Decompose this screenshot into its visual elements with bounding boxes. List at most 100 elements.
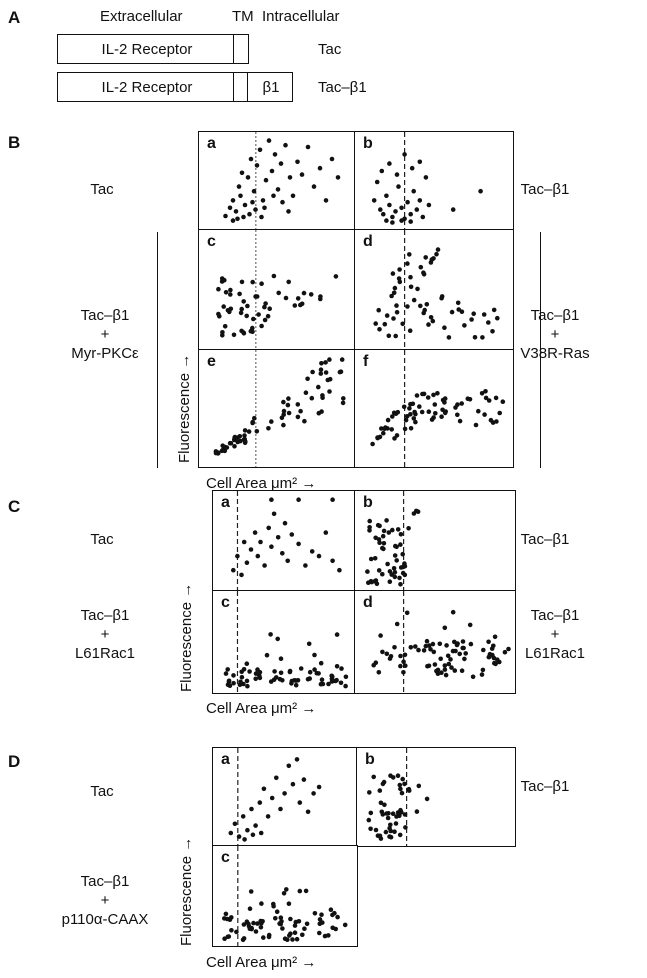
data-point [222,277,227,283]
data-point [262,304,267,310]
data-point [289,532,295,537]
data-point [323,370,329,375]
data-point [273,916,278,921]
data-point [415,286,420,292]
data-point [399,218,404,223]
data-point [390,271,396,276]
data-point [280,199,285,205]
data-point [402,563,408,569]
data-point [493,395,499,401]
data-point [377,788,383,793]
data-point [460,645,465,651]
data-point [376,307,381,313]
data-point [479,391,485,396]
data-point [298,666,304,671]
data-point [222,324,228,329]
data-point [249,806,254,812]
data-point [368,810,374,816]
data-point [374,179,380,185]
data-point [365,569,370,574]
data-point [319,361,324,366]
data-point [442,663,448,668]
data-point [334,664,340,669]
data-point [394,310,400,315]
data-point [272,152,278,157]
data-point [462,323,467,328]
data-point [444,643,449,648]
data-point [404,610,410,616]
data-point [371,662,376,668]
data-point [412,409,417,415]
data-point [239,572,244,578]
data-point [440,407,445,413]
data-point [318,371,324,376]
data-point [393,209,398,214]
data-point [404,414,410,419]
data-point [375,435,380,440]
data-point [305,809,311,815]
panel-c-letter: C [8,497,21,516]
data-point [377,327,382,332]
data-point [398,653,403,659]
data-point [431,256,436,261]
data-point [257,675,263,681]
data-point [306,641,312,647]
data-point [395,527,401,532]
data-point [245,683,250,689]
data-point [439,414,444,419]
data-point [396,184,401,189]
data-point [330,497,335,502]
data-point [397,575,402,581]
data-point [227,309,232,315]
data-point [286,410,292,416]
data-point [329,156,335,162]
tm-box-tac [233,34,249,64]
data-point [316,553,322,559]
data-point [244,661,250,666]
data-point [307,669,313,675]
data-point [295,296,301,301]
data-point [263,301,268,306]
data-point [232,821,238,827]
data-point [282,520,288,526]
data-point [247,211,252,217]
data-point [506,646,511,652]
data-point [335,914,340,920]
data-point [446,335,452,340]
data-point [281,399,286,405]
data-point [247,906,253,911]
data-point [439,670,444,675]
data-point [309,395,315,401]
data-point [253,207,258,212]
data-point [402,781,407,787]
data-point [257,800,263,805]
data-point [239,170,245,176]
data-point [397,267,402,272]
data-point [382,802,387,808]
data-point [316,784,322,790]
data-point [248,889,254,894]
data-point [274,675,279,680]
label-line: + [550,326,560,343]
data-point [443,672,449,678]
data-point [388,834,394,840]
data-point [293,682,299,688]
panel-d-right-top: Tac–β1 [520,778,570,795]
data-point [449,665,454,670]
data-point [287,933,292,938]
plot-letter: a [221,751,230,768]
data-point [292,303,298,308]
data-point [380,781,386,787]
data-point [248,328,254,334]
data-point [483,395,489,401]
data-point [385,815,391,821]
data-point [433,411,438,416]
data-point [442,325,447,330]
data-point [459,401,464,406]
data-point [319,409,324,414]
data-point [368,826,373,832]
data-point [268,632,273,637]
plot-c-b: b [354,490,516,592]
data-point [397,832,403,838]
data-point [295,402,301,407]
